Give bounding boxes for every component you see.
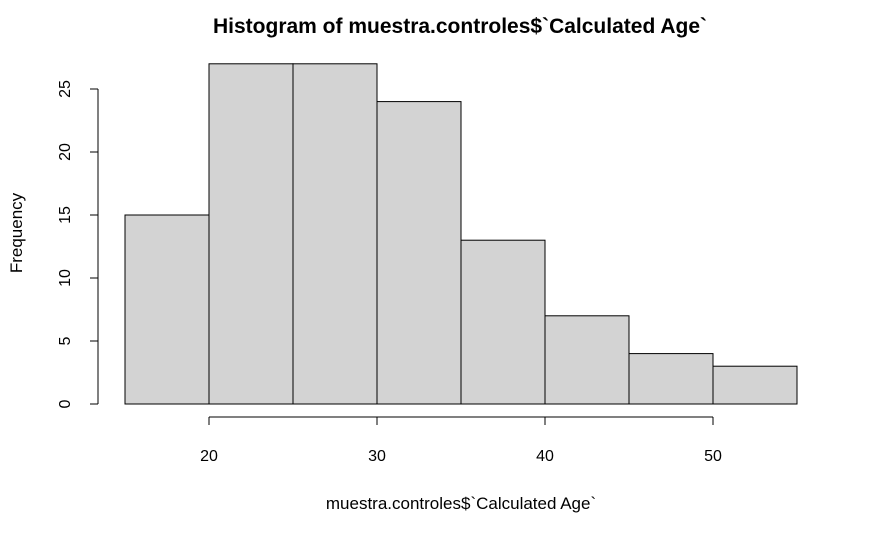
histogram-bar xyxy=(376,101,462,405)
histogram-bar xyxy=(544,315,630,405)
histogram-bar xyxy=(292,63,378,405)
x-tick-label: 30 xyxy=(368,448,386,465)
histogram-bar xyxy=(124,214,210,405)
y-tick-label: 15 xyxy=(57,206,74,224)
y-axis-label: Frequency xyxy=(7,192,26,273)
y-tick-label: 20 xyxy=(57,143,74,161)
y-tick-label: 10 xyxy=(57,269,74,287)
y-tick-label: 5 xyxy=(57,336,74,345)
x-axis-label: muestra.controles$`Calculated Age` xyxy=(326,494,596,513)
x-tick-label: 50 xyxy=(704,448,722,465)
histogram-bar xyxy=(628,353,714,405)
y-tick-label: 25 xyxy=(57,80,74,98)
x-axis: 20 30 40 50 xyxy=(200,416,722,465)
chart-title: Histogram of muestra.controles$`Calculat… xyxy=(213,15,707,38)
histogram-bar xyxy=(712,365,798,405)
y-axis: 0 5 10 15 20 25 xyxy=(57,80,99,408)
x-tick-label: 40 xyxy=(536,448,554,465)
histogram-bar xyxy=(208,63,294,405)
y-tick-label: 0 xyxy=(57,399,74,408)
x-tick-label: 20 xyxy=(200,448,218,465)
bars-group xyxy=(124,63,798,405)
histogram-bar xyxy=(460,239,546,405)
